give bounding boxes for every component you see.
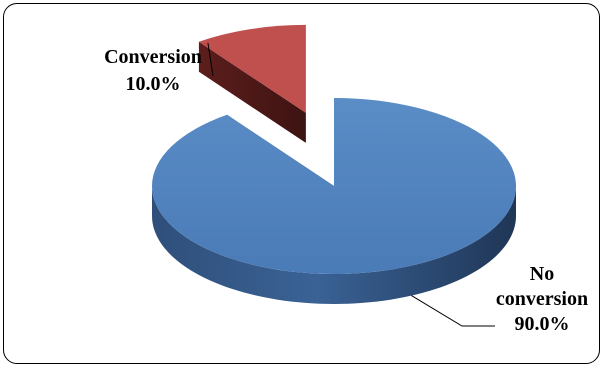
data-label-line: No — [530, 263, 554, 285]
leader-line-conversion — [207, 42, 214, 77]
data-label-line: Conversion — [104, 46, 202, 68]
data-label-line: conversion — [496, 288, 588, 310]
slice-no-conversion-side — [152, 186, 516, 304]
data-label-conversion: Conversion 10.0% — [104, 46, 202, 95]
data-label-no-conversion: No conversion 90.0% — [496, 263, 588, 335]
data-label-line: 10.0% — [126, 73, 181, 95]
leader-line-no-conversion — [411, 295, 495, 327]
slice-conversion-side — [198, 41, 306, 143]
slice-no-conversion — [152, 98, 517, 274]
slice-conversion — [198, 24, 306, 113]
data-label-line: 90.0% — [515, 313, 570, 335]
